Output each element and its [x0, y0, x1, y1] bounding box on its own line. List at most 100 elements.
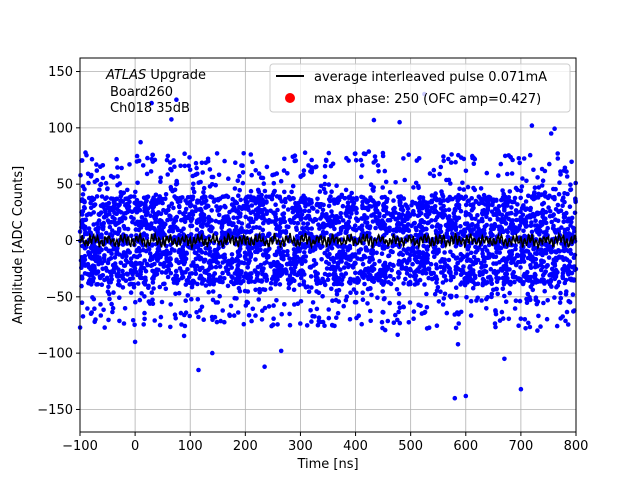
data-point — [453, 195, 459, 200]
data-point — [473, 216, 478, 222]
data-point — [569, 232, 575, 237]
average-pulse-line — [79, 230, 577, 251]
data-point — [346, 195, 352, 201]
data-point — [452, 312, 458, 317]
data-point — [433, 262, 439, 267]
data-point — [220, 260, 225, 265]
data-point — [568, 187, 574, 192]
data-point — [257, 210, 263, 215]
data-point — [446, 207, 452, 212]
data-point — [220, 218, 226, 223]
data-point — [438, 264, 443, 270]
data-point — [222, 276, 227, 281]
data-point — [253, 313, 258, 318]
data-point — [552, 295, 557, 300]
data-point — [560, 203, 565, 208]
data-point — [336, 276, 342, 281]
data-point — [326, 307, 332, 312]
data-point — [158, 254, 163, 260]
data-point — [123, 203, 128, 208]
data-point — [338, 214, 344, 220]
data-point — [120, 242, 126, 247]
data-point — [247, 229, 252, 235]
data-point — [359, 194, 364, 200]
data-point — [275, 259, 280, 265]
data-point — [409, 202, 414, 208]
data-point — [343, 187, 349, 193]
data-point — [257, 201, 263, 206]
data-point — [150, 268, 155, 274]
data-point — [273, 252, 279, 258]
data-point — [471, 254, 477, 260]
data-point — [94, 255, 100, 261]
data-point — [368, 308, 373, 314]
data-point — [325, 277, 331, 283]
data-point — [191, 189, 197, 195]
data-point — [533, 218, 538, 223]
data-point — [432, 275, 437, 281]
data-point — [195, 243, 201, 249]
data-point — [164, 257, 169, 262]
data-point — [88, 281, 94, 287]
data-point — [324, 230, 329, 236]
svg-text:ATLAS Upgrade: ATLAS Upgrade — [105, 68, 206, 83]
data-point — [194, 220, 200, 226]
data-point — [302, 245, 308, 250]
data-point — [418, 218, 424, 224]
data-point — [325, 254, 331, 259]
data-point — [452, 214, 457, 219]
data-point — [89, 156, 95, 162]
data-point — [395, 332, 401, 338]
data-point — [327, 198, 333, 204]
data-point — [338, 267, 343, 272]
data-point — [491, 261, 496, 266]
data-point — [254, 245, 259, 251]
data-point-outlier — [463, 393, 469, 399]
data-point — [419, 202, 424, 208]
data-point — [210, 289, 216, 294]
data-point — [510, 257, 516, 263]
data-point — [377, 275, 382, 281]
data-point — [391, 198, 396, 203]
data-point — [199, 304, 205, 310]
data-point — [333, 220, 339, 226]
data-point — [547, 273, 552, 278]
data-point — [379, 319, 385, 325]
data-point — [569, 277, 574, 283]
data-point — [156, 267, 161, 273]
data-point — [136, 227, 141, 233]
data-point — [232, 186, 238, 191]
atlas-annotation: ATLAS Upgrade Board260 Ch018 35dB — [105, 68, 206, 116]
data-point — [113, 196, 119, 202]
data-point — [261, 253, 266, 258]
data-point — [237, 187, 242, 193]
data-point — [391, 242, 397, 248]
data-point — [535, 210, 540, 216]
data-point — [434, 265, 440, 271]
data-point — [235, 268, 240, 274]
data-point — [86, 226, 92, 231]
data-point — [116, 208, 122, 214]
data-point — [550, 213, 555, 219]
data-point — [499, 309, 505, 315]
data-point — [90, 295, 95, 300]
data-point — [286, 194, 292, 200]
data-point — [510, 221, 516, 227]
data-point — [554, 323, 560, 329]
data-point — [495, 291, 501, 297]
data-point — [437, 197, 443, 202]
data-point — [322, 323, 327, 329]
data-point — [314, 289, 319, 294]
legend: average interleaved pulse 0.071mA max ph… — [269, 63, 571, 113]
data-point — [479, 197, 484, 202]
data-point — [200, 265, 205, 271]
data-point — [185, 195, 191, 200]
data-point — [465, 246, 471, 252]
data-point — [390, 262, 396, 268]
data-point — [480, 211, 486, 217]
data-point — [552, 269, 557, 275]
data-point — [545, 263, 550, 268]
data-point — [494, 275, 499, 281]
data-point — [525, 291, 531, 297]
data-point — [203, 198, 209, 203]
